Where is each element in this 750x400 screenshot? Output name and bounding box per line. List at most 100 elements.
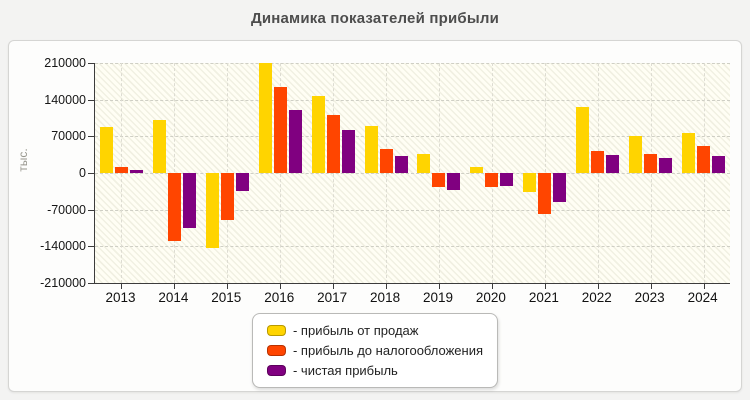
vertical-gridline xyxy=(597,63,599,283)
legend-swatch-sales-profit xyxy=(266,325,286,336)
bar xyxy=(485,173,499,188)
horizontal-gridline xyxy=(95,173,730,174)
y-axis-tick-label: 70000 xyxy=(51,129,86,144)
x-axis-label: 2013 xyxy=(105,290,136,305)
x-axis-tick-mark xyxy=(121,284,123,289)
y-axis-tick-mark xyxy=(88,283,94,284)
bar xyxy=(129,169,143,173)
y-axis-tick-mark xyxy=(88,136,94,138)
bar xyxy=(591,151,605,173)
x-axis-tick-mark xyxy=(491,284,493,289)
x-axis-tick-mark xyxy=(333,284,335,289)
bar-group-2022 xyxy=(571,63,624,283)
x-axis-labels: 2013 2014 2015 2016 2017 2018 2019 2020 2021 2022… xyxy=(94,290,729,308)
x-axis-label: 2018 xyxy=(370,290,401,305)
bar-group-2017 xyxy=(307,63,360,283)
bar xyxy=(606,155,620,173)
vertical-gridline xyxy=(703,63,705,283)
bar-group-2023 xyxy=(624,63,677,283)
x-axis-tick-mark xyxy=(280,284,282,289)
bar-group-2021 xyxy=(518,63,571,283)
legend-item-net-profit: - чистая прибыль xyxy=(266,362,483,379)
x-axis-label: 2020 xyxy=(475,290,506,305)
bar xyxy=(432,173,446,188)
bar xyxy=(417,154,431,173)
y-axis-tick-mark xyxy=(88,63,94,64)
legend-swatch-net-profit xyxy=(266,365,286,376)
y-axis-tick-mark xyxy=(88,173,94,174)
bar xyxy=(576,106,590,173)
bar xyxy=(470,167,484,173)
bar xyxy=(220,173,234,220)
bar xyxy=(167,173,181,242)
bar xyxy=(523,173,537,193)
horizontal-gridline xyxy=(95,209,730,211)
bar xyxy=(682,132,696,173)
bar xyxy=(553,173,567,203)
bar xyxy=(311,95,325,173)
y-axis-tick-label: 140000 xyxy=(44,92,86,107)
y-axis-tick-mark xyxy=(88,209,94,211)
bar xyxy=(447,173,461,191)
y-axis-tick-mark xyxy=(88,99,94,101)
horizontal-gridline xyxy=(95,136,730,138)
x-axis-label: 2019 xyxy=(422,290,454,305)
y-axis-tick-label: 210000 xyxy=(44,56,86,70)
bar xyxy=(629,136,643,173)
x-axis-tick-mark xyxy=(438,284,440,289)
bar xyxy=(114,167,128,173)
bar-group-2014 xyxy=(148,63,201,283)
x-axis-tick-mark xyxy=(650,284,652,289)
bar-group-2013 xyxy=(95,63,148,283)
bar-group-2015 xyxy=(201,63,254,283)
x-axis-label: 2022 xyxy=(581,290,612,305)
vertical-gridline xyxy=(280,63,282,283)
x-axis-label: 2015 xyxy=(211,290,242,305)
bar-group-2020 xyxy=(465,63,518,283)
y-axis-tick-label: -140000 xyxy=(40,239,86,254)
bar xyxy=(235,173,249,192)
bar xyxy=(182,173,196,228)
legend-box: - прибыль от продаж - прибыль до налогоо… xyxy=(251,313,499,388)
horizontal-gridline xyxy=(95,246,730,248)
legend-item-sales-profit: - прибыль от продаж xyxy=(266,322,483,339)
legend-label-sales-profit: - прибыль от продаж xyxy=(292,323,419,338)
y-axis-tick-mark xyxy=(88,246,94,248)
legend-label-pretax-profit: - прибыль до налогообложения xyxy=(292,343,484,358)
x-axis-label: 2023 xyxy=(634,290,665,305)
x-axis-tick-mark xyxy=(597,284,599,289)
bar xyxy=(258,63,272,173)
bar-group-2024 xyxy=(677,63,730,283)
legend-item-pretax-profit: - прибыль до налогообложения xyxy=(266,342,484,359)
horizontal-gridline xyxy=(95,99,730,101)
bar xyxy=(99,127,113,173)
x-axis-label: 2016 xyxy=(264,290,295,305)
legend-swatch-pretax-profit xyxy=(266,345,286,356)
chart-panel: тыс. 210000 140000 70000 0 -70000 -140000 -210… xyxy=(8,40,742,392)
bar xyxy=(364,126,378,173)
y-axis-tick-label: -210000 xyxy=(40,276,86,290)
bar xyxy=(152,120,166,173)
bar xyxy=(712,155,726,173)
x-axis-label: 2021 xyxy=(528,290,559,305)
legend-label-net-profit: - чистая прибыль xyxy=(292,363,398,378)
x-axis-label: 2014 xyxy=(158,290,189,305)
x-axis-tick-mark xyxy=(386,284,388,289)
x-axis-label: 2024 xyxy=(687,290,718,305)
bar-group-2016 xyxy=(254,63,307,283)
y-axis-tick-label: 0 xyxy=(79,166,86,180)
bar xyxy=(326,114,340,173)
vertical-gridline xyxy=(650,63,652,283)
x-axis-label: 2017 xyxy=(317,290,348,305)
bar xyxy=(659,157,673,173)
bar xyxy=(644,153,658,173)
chart-title: Динамика показателей прибыли xyxy=(250,10,500,27)
bar xyxy=(500,173,514,186)
horizontal-gridline xyxy=(95,63,730,64)
bar xyxy=(379,148,393,173)
bar xyxy=(394,155,408,173)
bar xyxy=(273,86,287,173)
plot-area xyxy=(88,63,730,289)
bar xyxy=(697,146,711,173)
vertical-gridline xyxy=(386,63,388,283)
